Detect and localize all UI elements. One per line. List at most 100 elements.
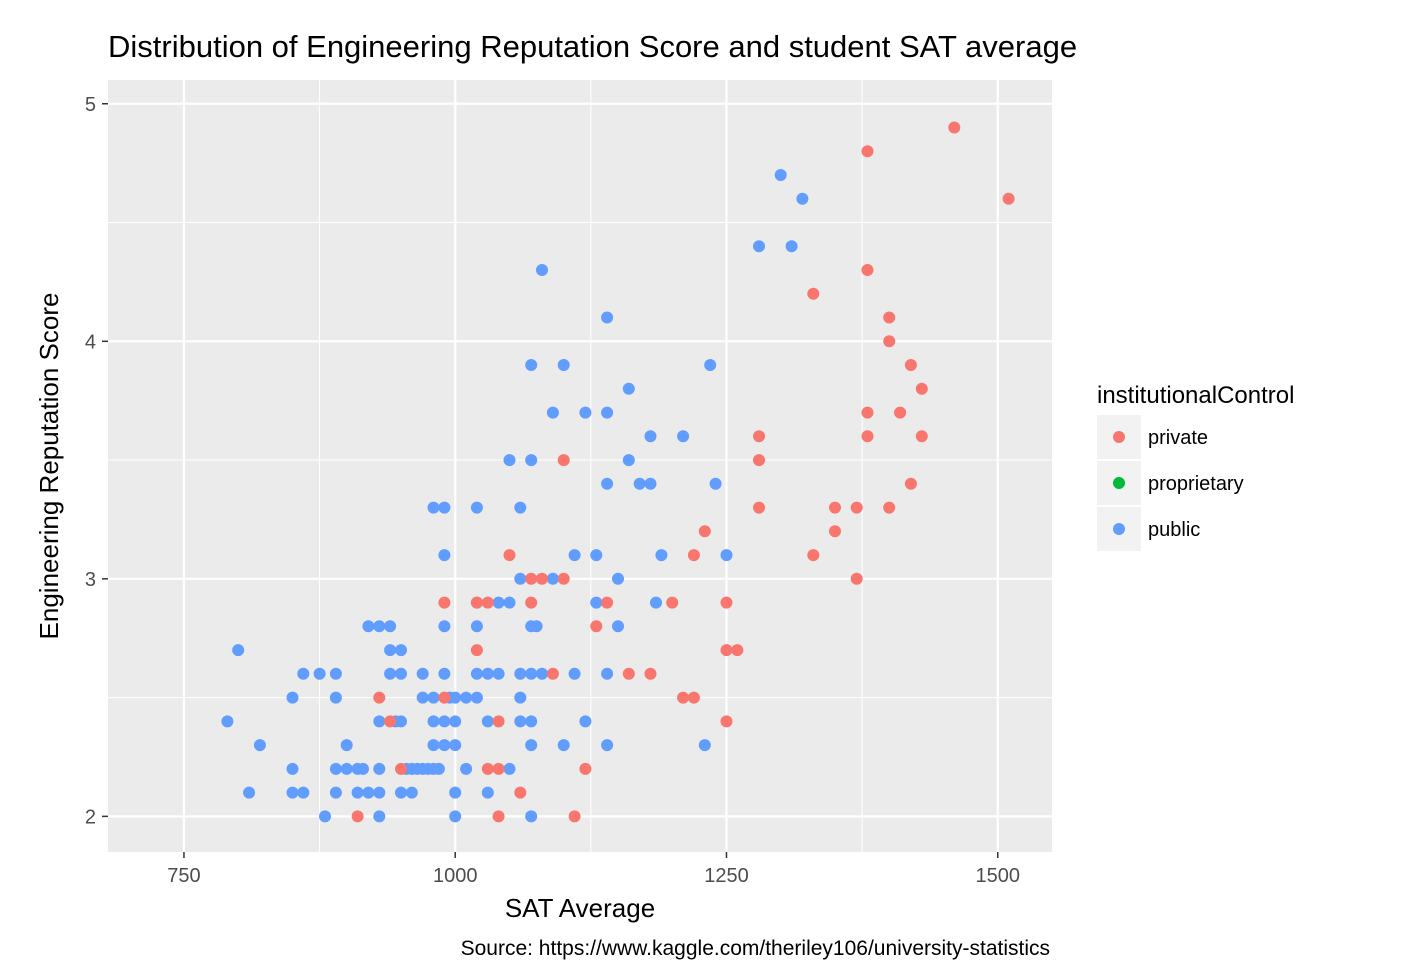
- point-public: [405, 786, 418, 799]
- point-public: [253, 739, 266, 752]
- point-private: [492, 762, 505, 775]
- point-public: [514, 667, 527, 680]
- point-private: [666, 596, 679, 609]
- point-public: [709, 477, 722, 490]
- legend-label-private: private: [1148, 427, 1208, 449]
- point-public: [644, 477, 657, 490]
- point-public: [329, 786, 342, 799]
- point-private: [915, 430, 928, 443]
- point-public: [373, 620, 386, 633]
- point-public: [622, 454, 635, 467]
- point-private: [601, 596, 614, 609]
- legend-swatch-proprietary: [1113, 477, 1125, 489]
- point-public: [427, 739, 440, 752]
- point-public: [503, 762, 516, 775]
- point-public: [340, 739, 353, 752]
- point-public: [432, 762, 445, 775]
- point-public: [384, 620, 397, 633]
- point-public: [470, 691, 483, 704]
- point-private: [438, 691, 451, 704]
- point-private: [850, 572, 863, 585]
- point-public: [492, 667, 505, 680]
- point-public: [785, 240, 798, 253]
- point-public: [546, 406, 559, 419]
- point-private: [720, 644, 733, 657]
- point-public: [601, 477, 614, 490]
- point-public: [427, 715, 440, 728]
- point-public: [546, 572, 559, 585]
- y-tick-label: 3: [85, 569, 96, 591]
- point-public: [286, 762, 299, 775]
- point-public: [319, 810, 331, 823]
- point-public: [449, 810, 462, 823]
- point-public: [362, 620, 375, 633]
- point-public: [514, 501, 527, 514]
- point-public: [568, 549, 581, 562]
- point-private: [861, 264, 874, 276]
- point-public: [601, 667, 614, 680]
- point-private: [904, 359, 917, 371]
- data-points: [221, 121, 1015, 823]
- x-tick-label: 750: [167, 865, 200, 887]
- x-tick-label: 1500: [975, 865, 1020, 887]
- point-public: [340, 762, 353, 775]
- point-public: [221, 715, 234, 728]
- point-private: [687, 549, 700, 562]
- point-private: [438, 596, 451, 609]
- minor-gridlines: [108, 80, 1052, 852]
- chart-title: Distribution of Engineering Reputation S…: [108, 29, 1077, 64]
- point-public: [449, 691, 462, 704]
- point-private: [720, 596, 733, 609]
- point-public: [503, 596, 516, 609]
- point-private: [622, 667, 635, 680]
- y-tick-label: 4: [85, 331, 96, 353]
- point-public: [536, 667, 548, 680]
- point-public: [470, 501, 483, 514]
- legend-swatch-private: [1113, 431, 1125, 443]
- point-public: [633, 477, 646, 490]
- y-tick-label: 5: [85, 94, 96, 116]
- point-private: [525, 596, 538, 609]
- point-public: [438, 739, 451, 752]
- point-public: [590, 549, 603, 562]
- point-public: [514, 691, 527, 704]
- point-public: [525, 739, 538, 752]
- point-private: [807, 549, 820, 562]
- point-public: [525, 715, 538, 728]
- point-public: [427, 501, 440, 514]
- point-public: [329, 667, 342, 680]
- point-private: [470, 644, 483, 657]
- point-public: [525, 454, 538, 467]
- point-public: [416, 691, 429, 704]
- point-public: [579, 406, 592, 419]
- point-public: [470, 620, 483, 633]
- point-public: [677, 430, 690, 443]
- point-private: [351, 810, 364, 823]
- point-public: [362, 786, 375, 799]
- point-public: [612, 572, 624, 585]
- point-public: [579, 715, 592, 728]
- point-public: [481, 786, 494, 799]
- point-private: [829, 525, 841, 538]
- point-public: [525, 667, 538, 680]
- point-public: [503, 454, 516, 467]
- point-public: [525, 810, 538, 823]
- point-public: [373, 786, 386, 799]
- point-private: [557, 572, 570, 585]
- point-private: [753, 501, 765, 514]
- point-public: [395, 786, 407, 799]
- point-private: [481, 596, 494, 609]
- point-private: [829, 501, 841, 514]
- point-public: [438, 620, 451, 633]
- point-private: [850, 501, 863, 514]
- point-private: [384, 715, 397, 728]
- point-public: [297, 786, 310, 799]
- plot-panel: [108, 80, 1052, 852]
- point-private: [525, 572, 538, 585]
- point-public: [601, 739, 614, 752]
- point-private: [568, 810, 581, 823]
- point-public: [650, 596, 662, 609]
- point-private: [470, 596, 483, 609]
- point-public: [329, 691, 342, 704]
